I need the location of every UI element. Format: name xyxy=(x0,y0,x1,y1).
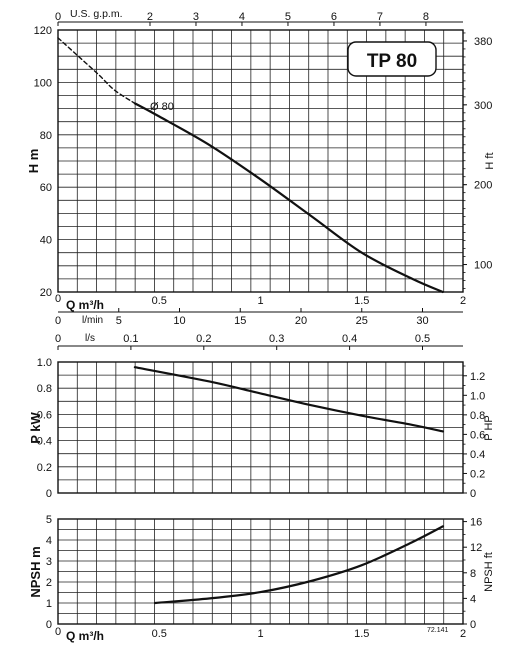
npsh-y2-tick-label: 12 xyxy=(470,542,482,554)
lpm-tick-label: 20 xyxy=(295,315,307,327)
model-badge-box xyxy=(347,41,437,77)
npsh-x-tick-label: 1.5 xyxy=(354,628,369,640)
power-y2-label: P HP xyxy=(483,415,495,440)
gpm-tick-label: 3 xyxy=(193,11,199,23)
ls-tick-label: 0 xyxy=(55,333,61,345)
tick-marks xyxy=(57,22,467,625)
head-curve-dashed xyxy=(57,37,136,105)
npsh-x-tick-label: 2 xyxy=(460,628,466,640)
lpm-tick-label: 10 xyxy=(173,315,185,327)
head-y-tick-label: 120 xyxy=(34,25,52,37)
gpm-tick-label: 0 xyxy=(55,11,61,23)
curves xyxy=(57,37,444,605)
head-curve xyxy=(133,102,444,294)
power-y-tick-label: 0.4 xyxy=(37,436,52,448)
lpm-tick-label: 25 xyxy=(356,315,368,327)
power-y2-tick-label: 1.2 xyxy=(470,371,485,383)
power-curve xyxy=(133,366,444,433)
power-y-label: P kW xyxy=(28,412,43,444)
power-y-tick-label: 0.8 xyxy=(37,383,52,395)
npsh-y2-tick-label: 0 xyxy=(470,619,476,631)
gpm-tick-label: 7 xyxy=(377,11,383,23)
head-y2-tick-label: 300 xyxy=(474,100,492,112)
ls-axis-label: l/s xyxy=(85,333,95,344)
gpm-tick-label: 2 xyxy=(147,11,153,23)
lpm-axis-label: l/min xyxy=(82,315,103,326)
npsh-y2-tick-label: 8 xyxy=(470,568,476,580)
ls-tick-label: 0.1 xyxy=(123,333,138,345)
head-x-tick-label: 2 xyxy=(460,295,466,307)
npsh-x-tick-label: 0.5 xyxy=(152,628,167,640)
npsh-curve xyxy=(154,525,444,605)
head-y2-label: H ft xyxy=(484,152,496,169)
head-x-tick-label: 0 xyxy=(55,293,61,305)
npsh-y2-tick-label: 4 xyxy=(470,593,476,605)
npsh-y-tick-label: 0 xyxy=(46,619,52,631)
power-y2-tick-label: 1.0 xyxy=(470,390,485,402)
head-y-tick-label: 80 xyxy=(40,130,52,142)
head-y-tick-label: 100 xyxy=(34,77,52,89)
head-x-tick-label: 1.5 xyxy=(354,295,369,307)
power-y-tick-label: 0.6 xyxy=(37,409,52,421)
lpm-tick-label: 0 xyxy=(55,315,61,327)
head-y-tick-label: 40 xyxy=(40,235,52,247)
npsh-y-tick-label: 1 xyxy=(46,598,52,610)
head-y-tick-label: 20 xyxy=(40,287,52,299)
gpm-tick-label: 6 xyxy=(331,11,337,23)
head-y2-tick-label: 200 xyxy=(474,180,492,192)
lpm-tick-label: 15 xyxy=(234,315,246,327)
head-x-tick-label: 1 xyxy=(257,295,263,307)
power-y2-tick-label: 0.8 xyxy=(470,410,485,422)
model-badge: TP 80 xyxy=(367,51,417,72)
gpm-axis-label: U.S. g.p.m. xyxy=(70,8,123,20)
power-y-tick-label: 0 xyxy=(46,488,52,500)
lpm-tick-label: 5 xyxy=(116,315,122,327)
head-y-label: H m xyxy=(26,149,41,174)
ls-tick-label: 0.5 xyxy=(415,333,430,345)
npsh-y-tick-label: 2 xyxy=(46,577,52,589)
chart-code-note: 72.141 xyxy=(427,627,449,634)
gpm-tick-label: 5 xyxy=(285,11,291,23)
gpm-tick-label: 8 xyxy=(423,11,429,23)
head-y-tick-label: 60 xyxy=(40,182,52,194)
head-x-tick-label: 0.5 xyxy=(152,295,167,307)
diameter-annotation: Ø 80 xyxy=(150,101,174,113)
npsh-y-tick-label: 4 xyxy=(46,535,52,547)
lpm-tick-label: 30 xyxy=(416,315,428,327)
npsh-y2-tick-label: 16 xyxy=(470,517,482,529)
power-y-tick-label: 1.0 xyxy=(37,357,52,369)
power-y2-tick-label: 0.6 xyxy=(470,429,485,441)
npsh-y-label: NPSH m xyxy=(28,546,43,597)
npsh-y-tick-label: 5 xyxy=(46,514,52,526)
power-y-tick-label: 0.2 xyxy=(37,462,52,474)
power-y2-tick-label: 0.4 xyxy=(470,449,485,461)
npsh-x-label: Q m³/h xyxy=(66,629,104,643)
ls-tick-label: 0.2 xyxy=(196,333,211,345)
power-frame xyxy=(57,361,464,494)
npsh-y-tick-label: 3 xyxy=(46,556,52,568)
power-y2-tick-label: 0.2 xyxy=(470,468,485,480)
npsh-y2-label: NPSH ft xyxy=(483,552,495,592)
power-grid xyxy=(58,362,463,493)
gpm-tick-label: 4 xyxy=(239,11,245,23)
npsh-x-tick-label: 0 xyxy=(55,626,61,638)
npsh-x-tick-label: 1 xyxy=(257,628,263,640)
ls-tick-label: 0.4 xyxy=(342,333,357,345)
head-x-label: Q m³/h xyxy=(66,298,104,312)
head-y2-tick-label: 380 xyxy=(474,36,492,48)
npsh-grid xyxy=(58,519,463,624)
npsh-frame xyxy=(57,518,464,625)
power-y2-tick-label: 0 xyxy=(470,488,476,500)
ls-tick-label: 0.3 xyxy=(269,333,284,345)
head-y2-tick-label: 100 xyxy=(474,260,492,272)
